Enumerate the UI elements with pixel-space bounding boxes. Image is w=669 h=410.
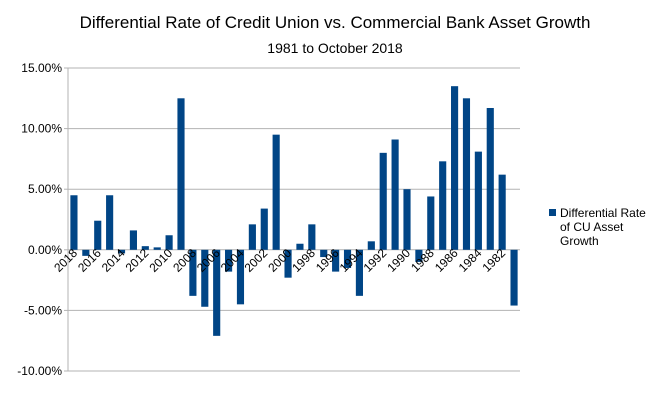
bar — [367, 241, 375, 250]
bar — [165, 235, 173, 250]
bar — [355, 249, 363, 296]
bar — [308, 224, 316, 250]
chart-title: Differential Rate of Credit Union vs. Co… — [80, 13, 591, 32]
bar — [70, 195, 78, 250]
y-tick-label: 15.00% — [21, 61, 62, 75]
bar — [498, 174, 506, 250]
bar — [332, 249, 340, 272]
legend-label: Differential Rate of CU Asset Growth — [560, 206, 646, 248]
bar — [94, 220, 102, 250]
bar — [439, 161, 447, 250]
bar — [451, 86, 459, 250]
bar — [236, 249, 245, 305]
bar — [106, 195, 114, 250]
bar — [320, 249, 328, 258]
bar — [201, 249, 209, 307]
bar — [153, 247, 161, 250]
bar — [403, 189, 411, 250]
y-tick-label: 0.00% — [28, 243, 62, 257]
bar — [117, 249, 126, 254]
bar — [129, 230, 137, 250]
bar — [379, 152, 387, 250]
bar — [296, 243, 304, 250]
bar — [225, 249, 233, 272]
legend: Differential Rate of CU Asset Growth — [549, 206, 655, 248]
bar — [141, 246, 149, 250]
bar — [474, 151, 482, 250]
bar — [248, 224, 256, 250]
chart-subtitle: 1981 to October 2018 — [267, 40, 403, 56]
bar — [82, 249, 90, 256]
bar — [343, 249, 352, 268]
legend-swatch — [549, 209, 556, 216]
bar — [510, 249, 518, 306]
bar — [284, 249, 292, 278]
bar — [189, 249, 197, 296]
bar — [213, 249, 221, 336]
bar — [391, 139, 399, 250]
bar — [260, 208, 268, 250]
y-tick-label: 10.00% — [21, 122, 62, 136]
y-tick-label: -10.00% — [17, 364, 62, 378]
bar — [462, 98, 471, 250]
bar — [486, 107, 494, 250]
bar — [427, 196, 435, 250]
bar — [177, 98, 185, 250]
bar — [272, 134, 280, 250]
y-tick-label: -5.00% — [24, 303, 62, 317]
y-tick-label: 5.00% — [28, 182, 62, 196]
bar — [415, 249, 423, 262]
